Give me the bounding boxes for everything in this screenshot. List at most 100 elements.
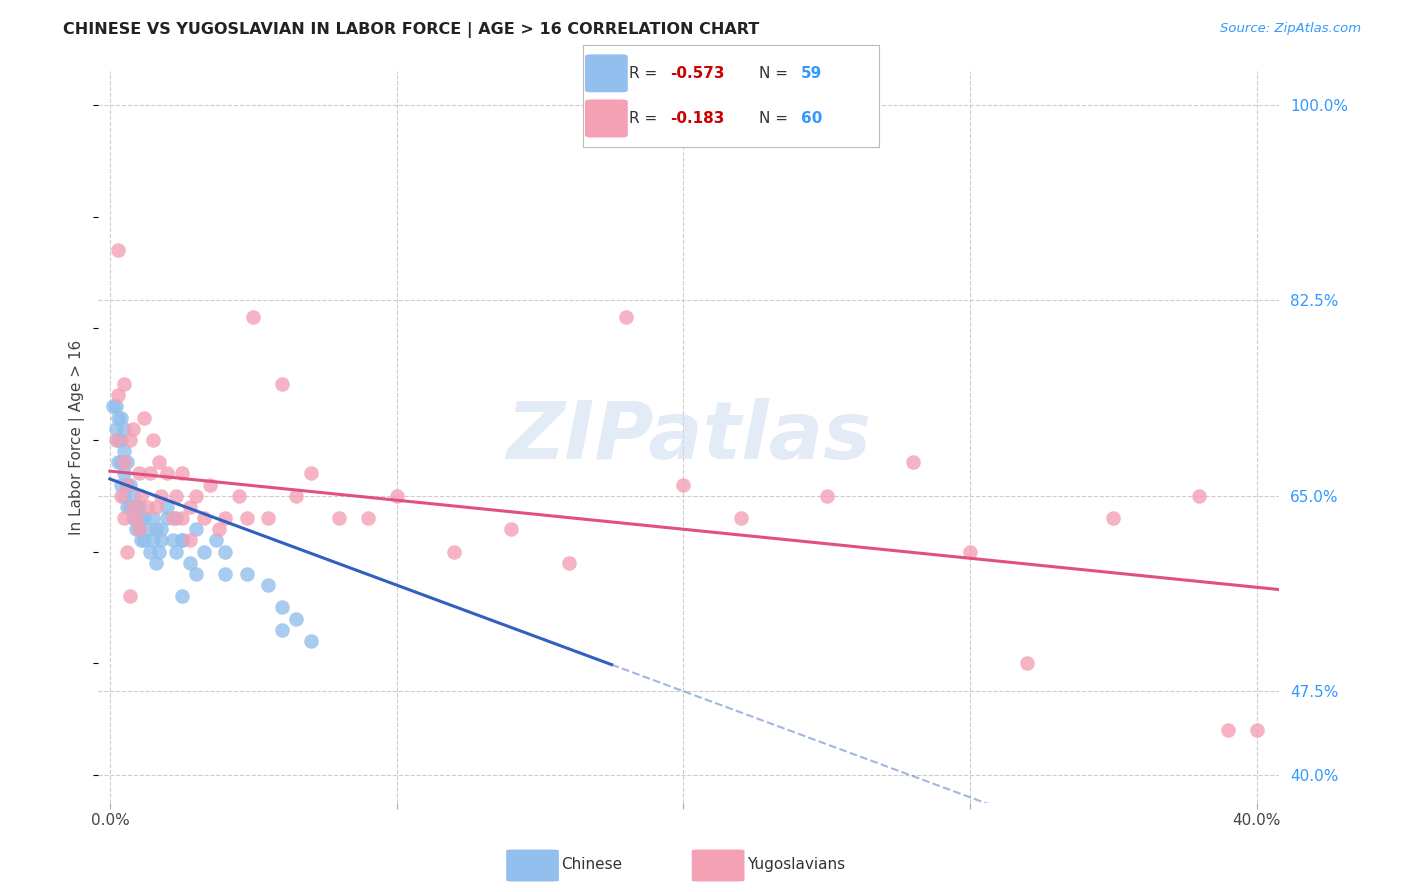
Point — [299, 633, 322, 648]
Point — [107, 410, 129, 425]
Point — [110, 410, 132, 425]
Point — [179, 500, 201, 514]
Point — [214, 566, 236, 581]
Point — [115, 455, 138, 469]
Point — [443, 544, 465, 558]
Point — [156, 467, 179, 481]
Point — [112, 489, 135, 503]
Text: R =: R = — [630, 111, 662, 126]
Point — [118, 433, 141, 447]
Point — [104, 433, 127, 447]
Point — [184, 522, 207, 536]
Point — [142, 511, 165, 525]
Point — [118, 500, 141, 514]
Point — [115, 500, 138, 514]
Text: -0.183: -0.183 — [671, 111, 725, 126]
Text: Chinese: Chinese — [561, 857, 621, 871]
Point — [131, 533, 153, 548]
Point — [1188, 489, 1211, 503]
Point — [110, 489, 132, 503]
Point — [901, 455, 924, 469]
FancyBboxPatch shape — [585, 54, 627, 92]
Point — [112, 511, 135, 525]
Text: Source: ZipAtlas.com: Source: ZipAtlas.com — [1220, 22, 1361, 36]
Point — [107, 455, 129, 469]
Point — [104, 422, 127, 436]
Point — [142, 533, 165, 548]
Point — [214, 511, 236, 525]
Point — [205, 533, 228, 548]
Text: CHINESE VS YUGOSLAVIAN IN LABOR FORCE | AGE > 16 CORRELATION CHART: CHINESE VS YUGOSLAVIAN IN LABOR FORCE | … — [63, 22, 759, 38]
Point — [112, 377, 135, 392]
Point — [121, 511, 143, 525]
Point — [614, 310, 637, 324]
Point — [285, 611, 308, 625]
Text: -0.573: -0.573 — [671, 66, 725, 81]
Point — [145, 500, 167, 514]
Point — [142, 433, 165, 447]
Point — [184, 489, 207, 503]
Point — [134, 533, 156, 548]
Point — [112, 422, 135, 436]
Point — [131, 489, 153, 503]
Point — [145, 522, 167, 536]
Point — [134, 410, 156, 425]
Point — [1246, 723, 1268, 738]
Point — [110, 477, 132, 491]
Point — [179, 556, 201, 570]
Point — [125, 511, 148, 525]
Point — [672, 477, 695, 491]
Point — [557, 556, 579, 570]
Point — [136, 500, 159, 514]
Point — [285, 489, 308, 503]
Point — [959, 544, 981, 558]
Point — [1017, 657, 1039, 671]
Point — [150, 522, 173, 536]
Point — [125, 522, 148, 536]
Point — [156, 500, 179, 514]
Point — [139, 544, 162, 558]
Point — [121, 489, 143, 503]
Point — [131, 511, 153, 525]
Point — [125, 500, 148, 514]
Point — [236, 566, 259, 581]
Point — [112, 455, 135, 469]
Point — [1216, 723, 1239, 738]
Point — [139, 467, 162, 481]
Point — [107, 388, 129, 402]
FancyBboxPatch shape — [506, 849, 560, 881]
Point — [208, 522, 231, 536]
Point — [270, 600, 292, 615]
Point — [162, 511, 184, 525]
FancyBboxPatch shape — [692, 849, 745, 881]
Point — [145, 556, 167, 570]
Y-axis label: In Labor Force | Age > 16: In Labor Force | Age > 16 — [69, 340, 86, 534]
Point — [118, 589, 141, 603]
Point — [148, 544, 170, 558]
Text: R =: R = — [630, 66, 662, 81]
Point — [104, 400, 127, 414]
Point — [134, 511, 156, 525]
Point — [170, 511, 193, 525]
Point — [165, 511, 187, 525]
Point — [170, 533, 193, 548]
Point — [115, 544, 138, 558]
Point — [121, 422, 143, 436]
Point — [730, 511, 752, 525]
Point — [256, 511, 278, 525]
Point — [193, 544, 215, 558]
Point — [128, 522, 150, 536]
Text: ZIPatlas: ZIPatlas — [506, 398, 872, 476]
Point — [128, 522, 150, 536]
Point — [1102, 511, 1125, 525]
Point — [236, 511, 259, 525]
Point — [170, 589, 193, 603]
Point — [112, 467, 135, 481]
Point — [501, 522, 523, 536]
Point — [118, 477, 141, 491]
Point — [170, 467, 193, 481]
Point — [107, 433, 129, 447]
Text: Yugoslavians: Yugoslavians — [747, 857, 845, 871]
Point — [200, 477, 222, 491]
Text: N =: N = — [759, 111, 793, 126]
